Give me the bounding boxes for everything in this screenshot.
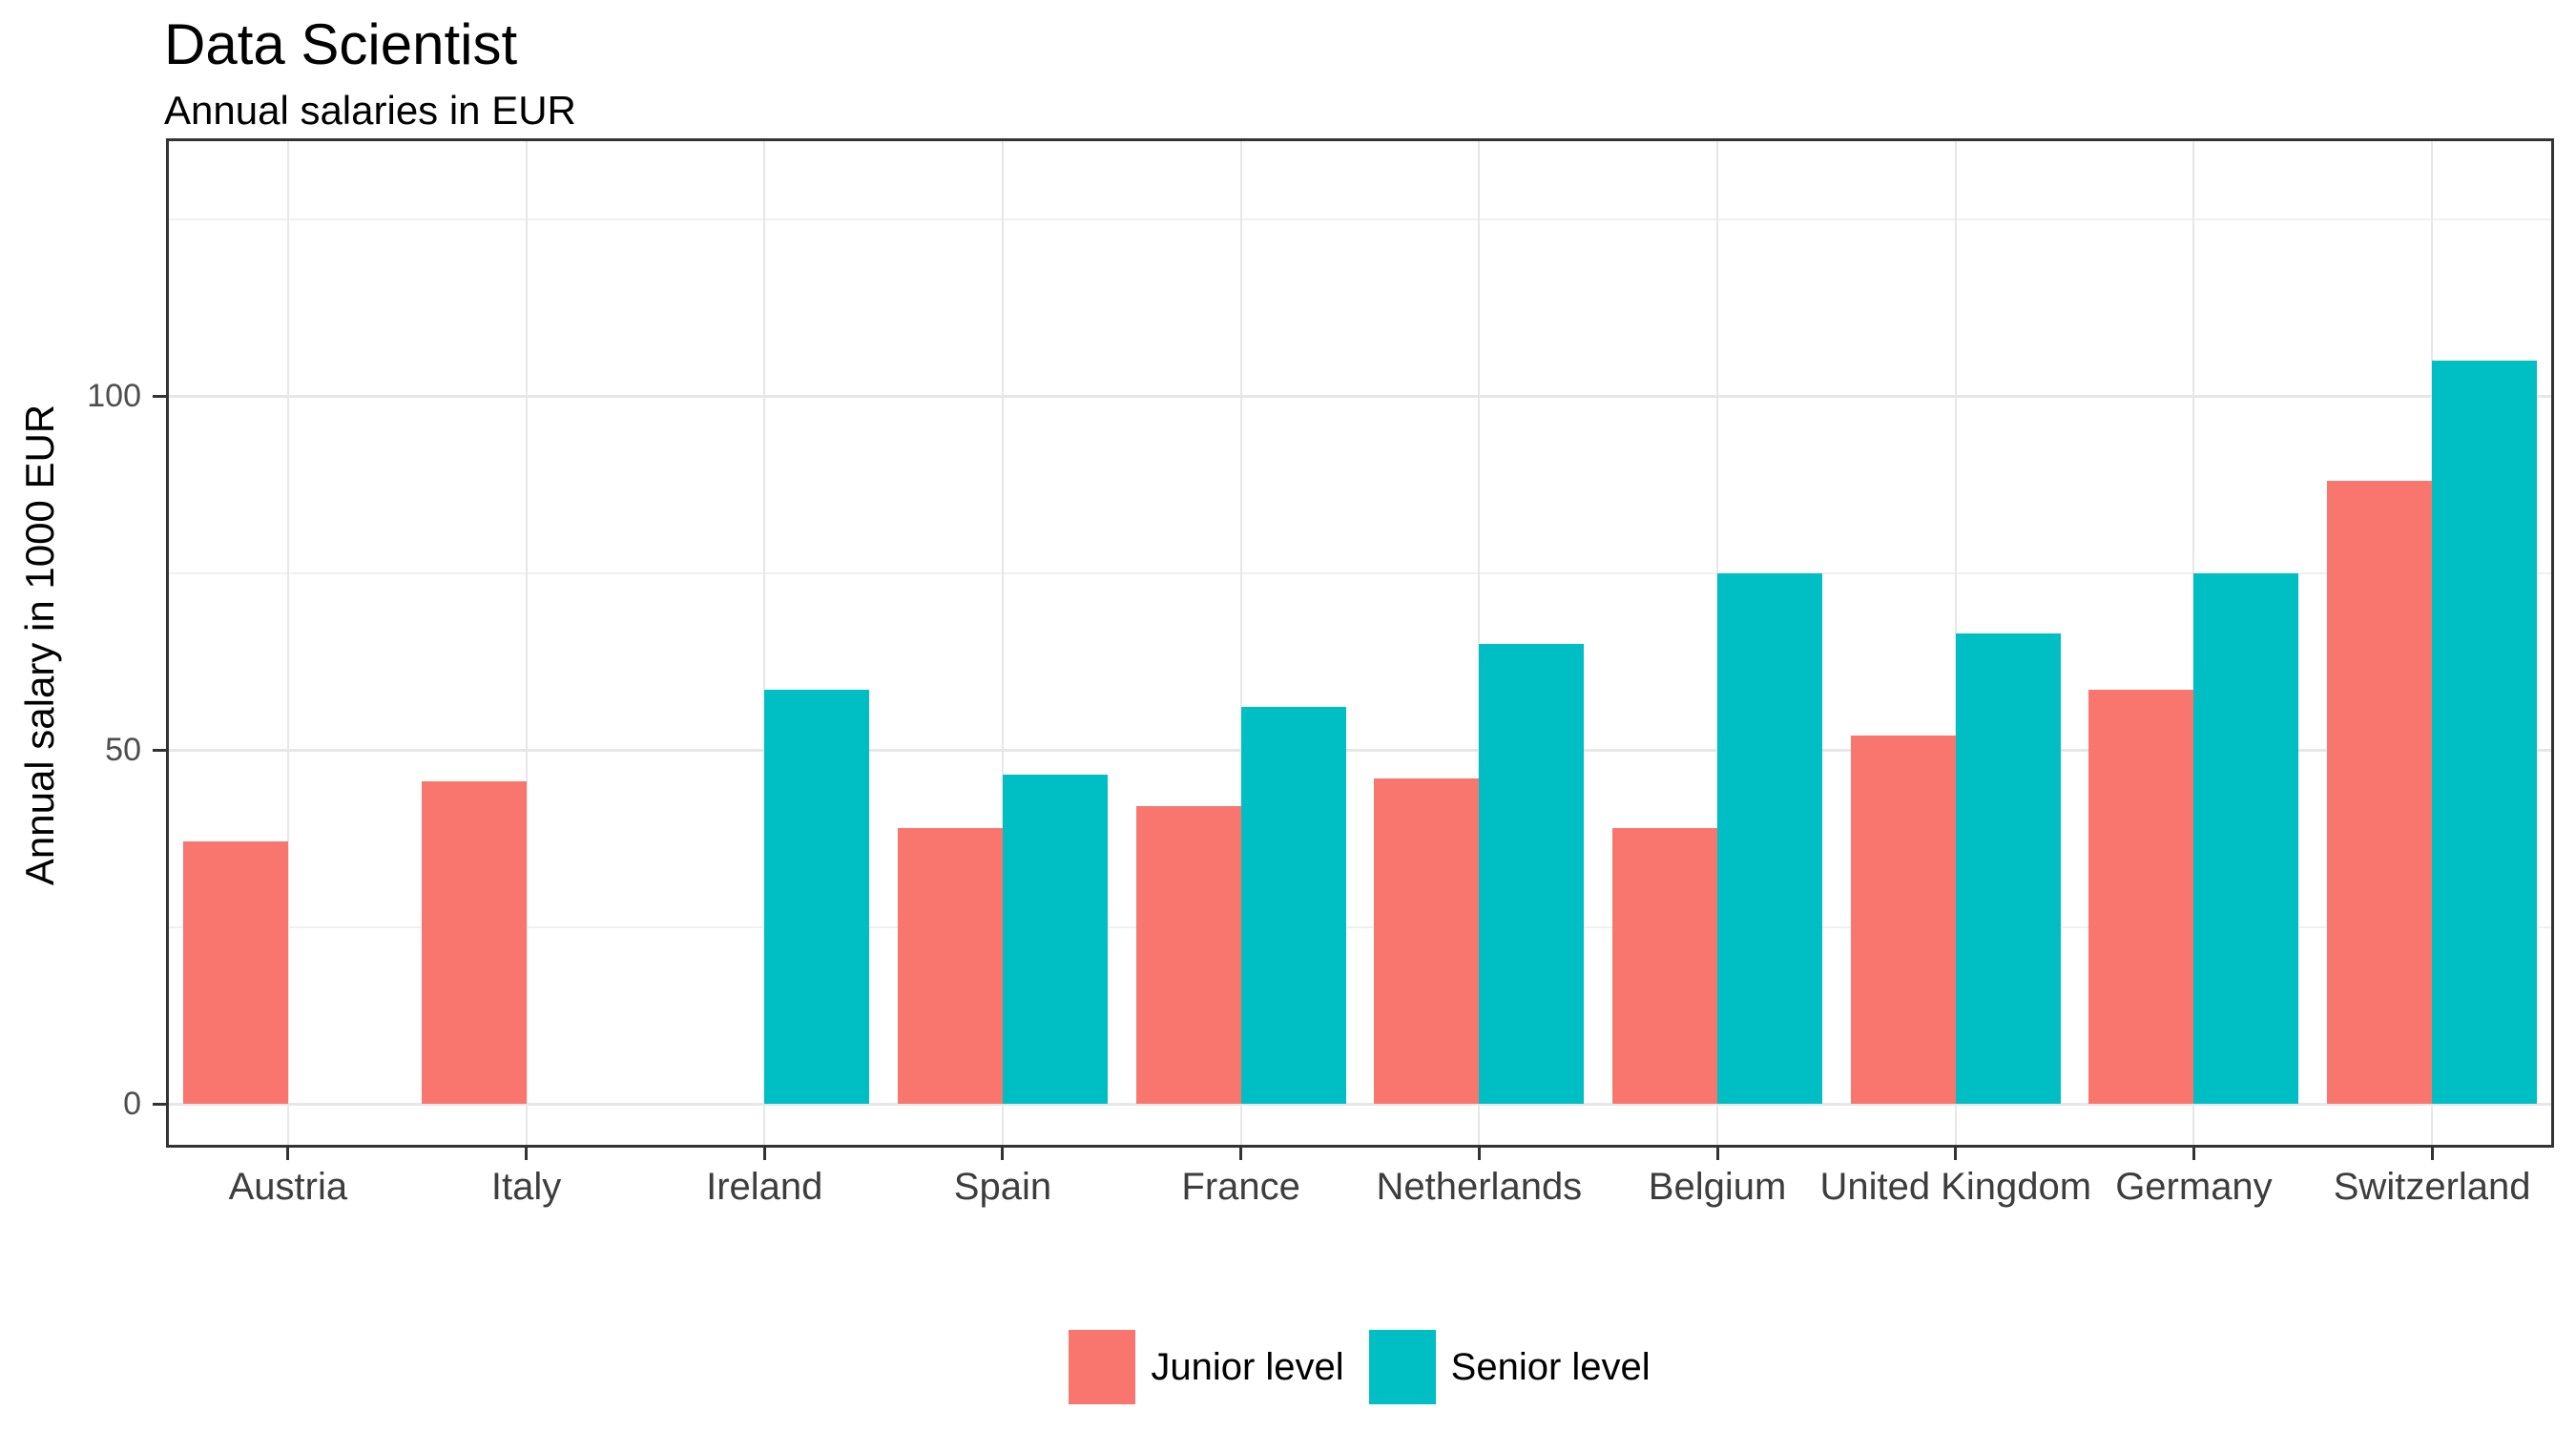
x-tick-france xyxy=(1239,1148,1243,1160)
plot-panel xyxy=(166,138,2554,1148)
x-tick-label-ireland: Ireland xyxy=(706,1166,823,1208)
gridline-x-italy xyxy=(525,141,528,1145)
x-tick-switzerland xyxy=(2430,1148,2434,1160)
legend-label-senior: Senior level xyxy=(1450,1345,1651,1388)
y-tick-100 xyxy=(153,394,166,398)
bar-senior-level-netherlands xyxy=(1479,643,1585,1104)
gridline-x-france xyxy=(1239,141,1242,1145)
x-tick-label-spain: Spain xyxy=(953,1166,1052,1208)
x-tick-label-belgium: Belgium xyxy=(1648,1166,1787,1208)
y-tick-50 xyxy=(153,748,166,752)
x-tick-spain xyxy=(1001,1148,1005,1160)
x-tick-belgium xyxy=(1715,1148,1719,1160)
x-tick-germany xyxy=(2192,1148,2195,1160)
legend-entry-senior: Senior level xyxy=(1368,1330,1651,1404)
bar-junior-level-germany xyxy=(2088,689,2194,1104)
legend-entry-junior: Junior level xyxy=(1069,1330,1344,1404)
y-axis-title: Annual salary in 1000 EUR xyxy=(17,404,62,886)
gridline-x-ireland xyxy=(763,141,766,1145)
x-tick-label-switzerland: Switzerland xyxy=(2333,1166,2531,1208)
chart-title: Data Scientist xyxy=(164,12,518,76)
x-tick-united-kingdom xyxy=(1954,1148,1958,1160)
x-tick-label-france: France xyxy=(1181,1166,1300,1208)
chart-subtitle: Annual salaries in EUR xyxy=(164,88,576,133)
legend: Junior level Senior level xyxy=(143,1328,2576,1406)
x-tick-austria xyxy=(286,1148,290,1160)
bar-junior-level-united-kingdom xyxy=(1850,736,1956,1104)
bar-junior-level-spain xyxy=(897,827,1003,1104)
y-tick-0 xyxy=(153,1102,166,1106)
gridline-x-austria xyxy=(286,141,289,1145)
bar-junior-level-italy xyxy=(421,781,527,1104)
bar-senior-level-united-kingdom xyxy=(1955,633,2061,1104)
gridline-major-y-100 xyxy=(169,394,2551,398)
x-tick-italy xyxy=(525,1148,529,1160)
bar-junior-level-netherlands xyxy=(1374,778,1480,1104)
y-tick-label-100: 100 xyxy=(87,378,141,414)
x-tick-label-italy: Italy xyxy=(490,1166,562,1208)
bar-senior-level-ireland xyxy=(764,689,870,1104)
y-tick-label-0: 0 xyxy=(123,1086,141,1122)
x-tick-label-germany: Germany xyxy=(2115,1166,2273,1208)
legend-key-senior-swatch xyxy=(1368,1330,1436,1404)
gridline-minor-y-125 xyxy=(169,218,2551,220)
gridline-minor-y-75 xyxy=(169,571,2551,574)
bar-senior-level-spain xyxy=(1002,774,1108,1104)
x-tick-label-austria: Austria xyxy=(228,1166,348,1208)
bar-junior-level-austria xyxy=(182,841,288,1104)
bar-senior-level-germany xyxy=(2193,572,2299,1104)
bar-junior-level-switzerland xyxy=(2327,481,2433,1104)
bar-junior-level-france xyxy=(1135,806,1241,1104)
x-tick-netherlands xyxy=(1477,1148,1481,1160)
x-tick-label-netherlands: Netherlands xyxy=(1376,1166,1583,1208)
gridline-x-spain xyxy=(1001,141,1004,1145)
gridline-major-y-50 xyxy=(169,748,2551,752)
bar-senior-level-france xyxy=(1240,707,1346,1104)
plot-area xyxy=(169,141,2551,1145)
bar-senior-level-belgium xyxy=(1717,572,1823,1104)
bar-junior-level-belgium xyxy=(1612,827,1718,1104)
legend-key-junior-swatch xyxy=(1069,1330,1136,1404)
gridline-minor-y-25 xyxy=(169,925,2551,928)
gridline-major-y-0 xyxy=(169,1102,2551,1106)
legend-label-junior: Junior level xyxy=(1151,1345,1344,1388)
x-tick-ireland xyxy=(762,1148,766,1160)
gridline-x-netherlands xyxy=(1478,141,1481,1145)
y-tick-label-50: 50 xyxy=(105,732,141,768)
x-tick-label-united-kingdom: United Kingdom xyxy=(1819,1166,2092,1208)
bar-senior-level-switzerland xyxy=(2432,360,2538,1104)
